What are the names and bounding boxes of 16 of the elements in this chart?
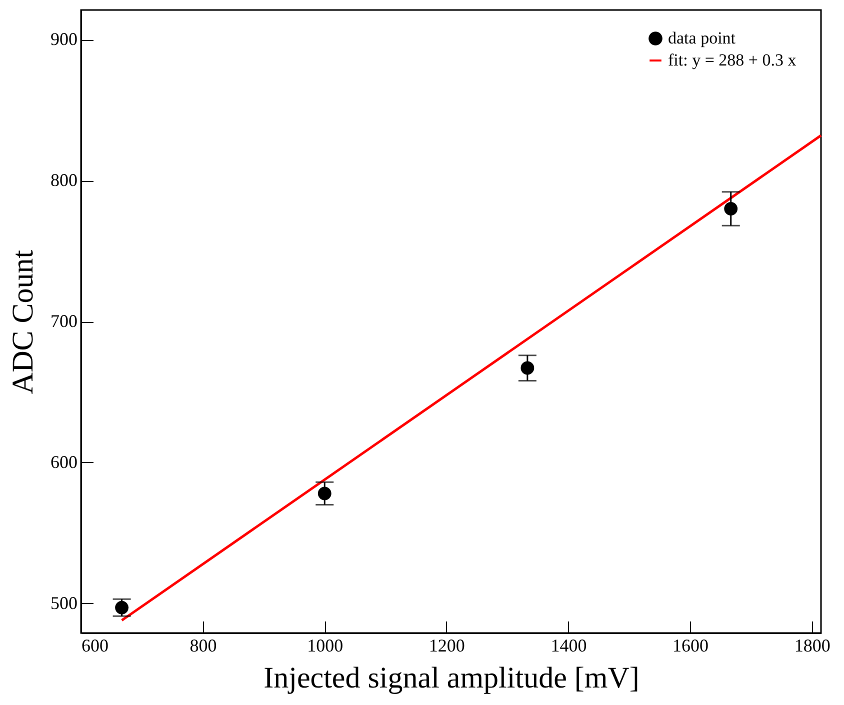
x-axis-title: Injected signal amplitude [mV] (264, 662, 640, 694)
legend-label: fit: y = 288 + 0.3 x (668, 50, 797, 70)
y-tick-label: 700 (50, 311, 78, 331)
y-tick-label: 600 (50, 452, 78, 472)
y-axis-title: ADC Count (6, 249, 40, 394)
x-tick-label: 600 (82, 636, 108, 656)
x-tick-label: 1200 (428, 636, 465, 656)
y-tick-label: 800 (50, 170, 78, 190)
x-tick-label: 1800 (794, 636, 830, 656)
legend-label: data point (668, 28, 736, 48)
y-tick-label: 900 (50, 29, 78, 50)
x-tick-label: 1400 (550, 636, 587, 656)
y-tick-label: 500 (50, 592, 78, 613)
x-tick-label: 800 (190, 636, 217, 656)
x-tick-label: 1600 (672, 636, 709, 656)
x-tick-label: 1000 (307, 636, 344, 656)
